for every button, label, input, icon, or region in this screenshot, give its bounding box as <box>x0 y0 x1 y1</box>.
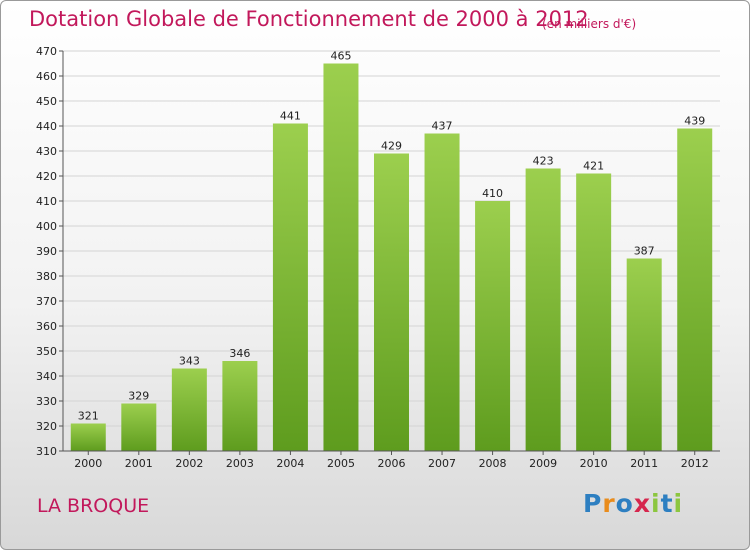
x-tick-label-2001: 2001 <box>125 457 153 470</box>
bars <box>70 63 713 451</box>
logo-letter: o <box>615 489 634 518</box>
bar-2009 <box>525 168 561 451</box>
bar-2008 <box>475 201 511 451</box>
x-tick-label-2006: 2006 <box>378 457 406 470</box>
bar-2012 <box>677 128 713 451</box>
value-label-2008: 410 <box>482 187 503 200</box>
bar-2003 <box>222 361 258 451</box>
x-tick-label-2008: 2008 <box>479 457 507 470</box>
y-tick-label: 330 <box>36 395 57 408</box>
y-tick-label: 380 <box>36 270 57 283</box>
value-labels: 321 329 343 346 441 465 429 437 410 423 421 387 439 <box>78 50 705 423</box>
y-tick-label: 440 <box>36 120 57 133</box>
bar-2011 <box>626 258 662 451</box>
chart-subtitle: (en milliers d'€) <box>542 17 637 31</box>
x-tick-label-2003: 2003 <box>226 457 254 470</box>
bar-2006 <box>374 153 409 451</box>
logo-letter: r <box>602 489 616 518</box>
x-tick-label-2002: 2002 <box>175 457 203 470</box>
axes <box>62 51 720 452</box>
value-label-2011: 387 <box>634 245 655 258</box>
bar-2001 <box>121 403 157 451</box>
y-tick-label: 410 <box>36 195 57 208</box>
x-tick-label-2012: 2012 <box>681 457 709 470</box>
value-label-2007: 437 <box>432 120 453 133</box>
logo-letter: t <box>660 489 674 518</box>
y-tick-label: 340 <box>36 370 57 383</box>
value-label-2003: 346 <box>229 347 250 360</box>
chart-title: Dotation Globale de Fonctionnement de 20… <box>29 7 589 31</box>
y-tick-label: 310 <box>36 445 57 458</box>
proxiti-logo: Proxiti <box>583 489 683 518</box>
y-tick-label: 420 <box>36 170 57 183</box>
y-tick-label: 430 <box>36 145 57 158</box>
x-tick-label-2010: 2010 <box>580 457 608 470</box>
y-tick-label: 320 <box>36 420 57 433</box>
value-label-2012: 439 <box>684 115 705 128</box>
commune-name: LA BROQUE <box>37 495 150 517</box>
x-tick-label-2000: 2000 <box>74 457 102 470</box>
value-label-2001: 329 <box>128 390 149 403</box>
value-label-2010: 421 <box>583 160 604 173</box>
logo-letter: i <box>651 489 661 518</box>
y-tick-label: 450 <box>36 95 57 108</box>
x-tick-label-2005: 2005 <box>327 457 355 470</box>
y-tick-label: 460 <box>36 70 57 83</box>
bar-2010 <box>576 173 612 451</box>
value-label-2006: 429 <box>381 140 402 153</box>
y-axis-ticks: 310 320 330 340 350 360 370 380 390 400 410 420 430 4… <box>36 45 63 458</box>
y-tick-label: 400 <box>36 220 57 233</box>
x-tick-label-2007: 2007 <box>428 457 456 470</box>
value-label-2000: 321 <box>78 410 99 423</box>
bar-2002 <box>171 368 207 451</box>
x-tick-label-2004: 2004 <box>276 457 304 470</box>
y-tick-label: 390 <box>36 245 57 258</box>
y-tick-label: 350 <box>36 345 57 358</box>
x-tick-label-2011: 2011 <box>630 457 658 470</box>
bar-2004 <box>272 123 308 451</box>
y-tick-label: 370 <box>36 295 57 308</box>
y-tick-label: 470 <box>36 45 57 58</box>
bar-2007 <box>424 133 460 451</box>
value-label-2009: 423 <box>533 155 554 168</box>
x-tick-label-2009: 2009 <box>529 457 557 470</box>
logo-letter: i <box>673 489 684 518</box>
bar-2000 <box>70 423 106 451</box>
logo-letter: x <box>633 489 651 518</box>
logo-letter: P <box>583 489 603 518</box>
bar-2005 <box>323 63 359 451</box>
x-axis-ticks: 2000 2001 2002 2003 2004 2005 2006 2007 2008 2009… <box>74 451 709 470</box>
value-label-2005: 465 <box>330 50 351 63</box>
value-label-2004: 441 <box>280 110 301 123</box>
value-label-2002: 343 <box>179 355 200 368</box>
y-tick-label: 360 <box>36 320 57 333</box>
